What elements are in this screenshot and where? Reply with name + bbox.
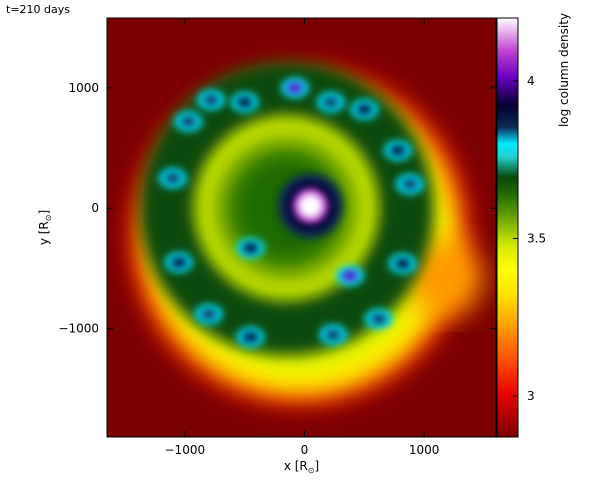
colorbar — [496, 17, 519, 438]
colorbar-tick-label: 3.5 — [527, 232, 546, 246]
clump — [356, 104, 373, 115]
density-map — [107, 18, 496, 437]
colorbar-tick-label: 4 — [527, 74, 535, 88]
clump — [164, 173, 181, 184]
clump — [170, 257, 187, 268]
x-axis-label: x [R⊙] — [284, 459, 319, 475]
x-tick-label: 1000 — [409, 443, 440, 457]
colorbar-ticks: 33.54 — [513, 74, 546, 403]
x-tick-label: −1000 — [165, 443, 206, 457]
colorbar-label: log column density — [557, 13, 571, 127]
y-tick-label: 0 — [91, 201, 99, 215]
x-axis: −1000 0 1000 — [165, 18, 440, 457]
envelope-bulge — [406, 239, 483, 317]
clump — [180, 116, 197, 127]
clump — [341, 270, 358, 281]
plot-frame — [106, 17, 497, 438]
y-tick-label: −1000 — [58, 322, 99, 336]
clump — [370, 314, 387, 325]
clump — [236, 97, 253, 108]
clump — [389, 145, 406, 156]
clump — [203, 94, 220, 105]
clump — [286, 82, 303, 93]
clump — [394, 258, 411, 269]
y-tick-label: 1000 — [68, 81, 99, 95]
clump — [325, 329, 342, 340]
core-layer-3 — [298, 193, 323, 219]
clump — [242, 242, 259, 253]
y-axis-label: y [R⊙] — [37, 210, 53, 245]
clump — [322, 97, 339, 108]
colorbar-tick-label: 3 — [527, 389, 535, 403]
time-annotation: t=210 days — [6, 3, 70, 16]
y-axis: 1000 0 −1000 — [58, 81, 496, 336]
clump — [200, 309, 217, 320]
x-tick-label: 0 — [301, 443, 309, 457]
clump — [401, 179, 418, 190]
clump — [242, 332, 259, 343]
